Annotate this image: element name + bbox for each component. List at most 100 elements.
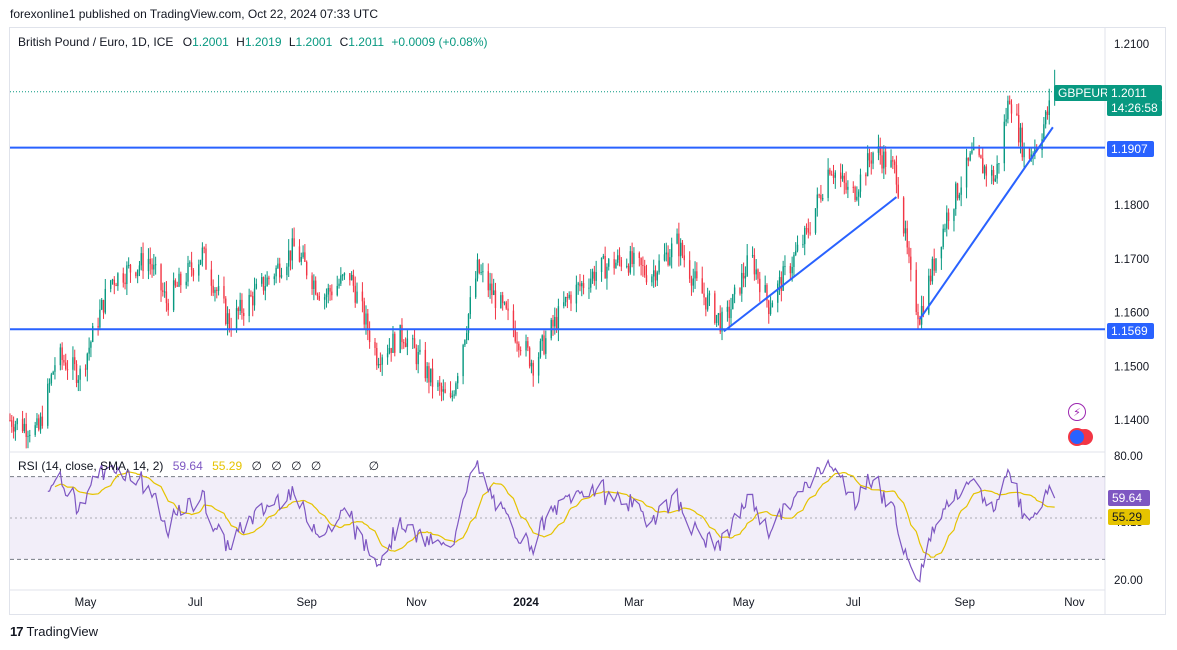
candle-body — [829, 169, 831, 175]
candle-body — [694, 271, 696, 279]
open-label: O — [182, 35, 193, 49]
candle-body — [631, 251, 633, 265]
candle-body — [1041, 139, 1043, 151]
candle-body — [845, 182, 847, 190]
lightning-icon[interactable]: ⚡ — [1068, 403, 1086, 421]
time-axis[interactable]: May Jul Sep Nov 2024 Mar May Jul Sep Nov — [75, 597, 1085, 609]
change-value: +0.0009 (+0.08%) — [391, 35, 488, 49]
hidden-value-icon[interactable]: ∅ — [310, 459, 322, 473]
candle-body — [681, 242, 684, 256]
high-label: H — [236, 35, 245, 49]
candle-body — [99, 309, 101, 328]
candle-body — [444, 389, 446, 393]
candle-body — [904, 228, 907, 234]
candle-body — [1044, 111, 1047, 125]
candle-body — [726, 306, 729, 312]
candle-body — [500, 295, 502, 309]
candle-body — [777, 283, 779, 303]
rsi-tick-label: 20.00 — [1114, 575, 1143, 587]
candle-body — [642, 265, 644, 267]
candle-body — [617, 255, 619, 263]
candle-body — [1016, 113, 1018, 115]
brand-name: TradingView — [26, 624, 99, 639]
candle-body — [651, 276, 653, 283]
candle-body — [537, 356, 540, 376]
candle-body — [669, 257, 671, 265]
candle-body — [266, 277, 268, 287]
candle-body — [739, 287, 741, 294]
hidden-value-icon[interactable]: ∅ — [271, 459, 282, 473]
candle-body — [688, 260, 691, 279]
candle-body — [338, 283, 340, 286]
candle-body — [363, 301, 365, 325]
candle-body — [261, 277, 263, 284]
candle-body — [390, 348, 392, 353]
time-tick-label: Nov — [1064, 597, 1085, 609]
candle-body — [759, 278, 761, 293]
candle-body — [491, 283, 493, 296]
candle-body — [955, 183, 957, 210]
candle-body — [532, 362, 534, 376]
candle-body — [162, 290, 164, 292]
candle-body — [190, 262, 193, 270]
candle-body — [917, 312, 919, 320]
candle-body — [868, 153, 871, 161]
candle-body — [426, 366, 428, 379]
candle-body — [892, 160, 894, 162]
candle-body — [122, 273, 124, 283]
time-tick-label: May — [75, 597, 97, 609]
candle-body — [464, 340, 466, 346]
upper-level-tag: 1.1907 — [1107, 141, 1154, 157]
candle-body — [9, 420, 11, 421]
hidden-value-icon[interactable]: ∅ — [368, 459, 380, 473]
chart-frame[interactable] — [9, 27, 1166, 615]
candle-body — [492, 290, 495, 296]
candle-body — [47, 383, 49, 426]
candle-body — [910, 256, 912, 270]
time-tick-label: Jul — [188, 597, 203, 609]
events-icon[interactable] — [1068, 428, 1086, 446]
hidden-value-icon[interactable]: ∅ — [251, 459, 262, 473]
candle-body — [489, 283, 491, 291]
candle-body — [329, 288, 331, 292]
candle-body — [180, 273, 182, 286]
hidden-value-icon[interactable]: ∅ — [291, 459, 302, 473]
candle-body — [557, 306, 560, 330]
time-tick-label: Sep — [296, 597, 316, 609]
candle-body — [377, 364, 380, 366]
candle-body — [352, 274, 355, 286]
candle-body — [262, 277, 265, 291]
candle-body — [980, 155, 982, 159]
candle-body — [277, 263, 279, 268]
candle-body — [92, 326, 94, 342]
horizontal-levels[interactable] — [10, 146, 1105, 331]
candle-series — [9, 69, 1105, 449]
candle-body — [676, 233, 678, 244]
candle-body — [65, 362, 67, 370]
candle-body — [379, 364, 382, 366]
candle-body — [305, 261, 308, 276]
candle-body — [100, 300, 103, 310]
candle-body — [210, 269, 213, 286]
candle-body — [1034, 148, 1036, 155]
candle-body — [870, 160, 872, 164]
candle-body — [843, 175, 845, 183]
candle-body — [501, 295, 504, 303]
candle-body — [890, 160, 892, 167]
candle-body — [48, 383, 51, 385]
candle-body — [185, 281, 187, 286]
candle-body — [593, 271, 596, 281]
candle-body — [563, 302, 565, 307]
close-label: C — [339, 35, 349, 49]
low-value: 1.2001 — [295, 35, 333, 49]
trendlines[interactable] — [723, 126, 1054, 333]
candle-body — [36, 418, 38, 426]
candle-body — [690, 278, 693, 286]
candle-body — [814, 208, 817, 233]
candle-body — [304, 252, 306, 262]
candle-body — [430, 368, 432, 383]
symbol-legend: British Pound / Euro, 1D, ICE O1.2001 H1… — [18, 35, 488, 49]
price-tick-label: 1.1500 — [1114, 361, 1149, 373]
candle-body — [237, 308, 240, 312]
